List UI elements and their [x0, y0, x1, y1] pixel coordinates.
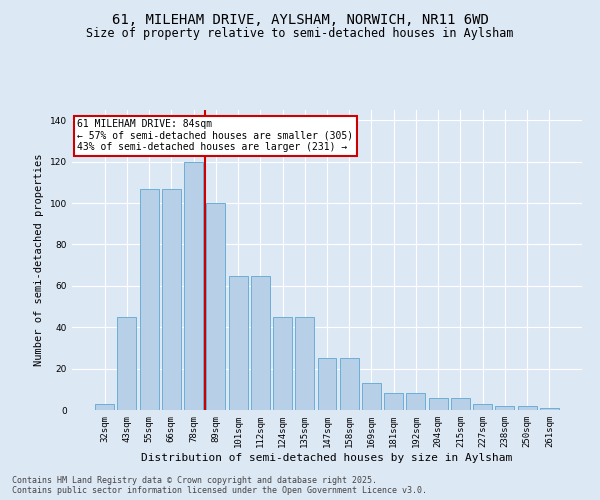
Bar — [162, 188, 181, 410]
X-axis label: Distribution of semi-detached houses by size in Aylsham: Distribution of semi-detached houses by … — [142, 452, 512, 462]
Bar — [384, 394, 403, 410]
Bar — [496, 406, 514, 410]
Bar — [340, 358, 359, 410]
Y-axis label: Number of semi-detached properties: Number of semi-detached properties — [34, 154, 44, 366]
Bar — [473, 404, 492, 410]
Text: Contains HM Land Registry data © Crown copyright and database right 2025.
Contai: Contains HM Land Registry data © Crown c… — [12, 476, 427, 495]
Text: 61, MILEHAM DRIVE, AYLSHAM, NORWICH, NR11 6WD: 61, MILEHAM DRIVE, AYLSHAM, NORWICH, NR1… — [112, 12, 488, 26]
Bar — [273, 317, 292, 410]
Bar — [184, 162, 203, 410]
Text: Size of property relative to semi-detached houses in Aylsham: Size of property relative to semi-detach… — [86, 28, 514, 40]
Bar — [451, 398, 470, 410]
Bar — [317, 358, 337, 410]
Text: 61 MILEHAM DRIVE: 84sqm
← 57% of semi-detached houses are smaller (305)
43% of s: 61 MILEHAM DRIVE: 84sqm ← 57% of semi-de… — [77, 119, 353, 152]
Bar — [540, 408, 559, 410]
Bar — [95, 404, 114, 410]
Bar — [295, 317, 314, 410]
Bar — [518, 406, 536, 410]
Bar — [406, 394, 425, 410]
Bar — [251, 276, 270, 410]
Bar — [362, 383, 381, 410]
Bar — [206, 203, 225, 410]
Bar — [229, 276, 248, 410]
Bar — [429, 398, 448, 410]
Bar — [118, 317, 136, 410]
Bar — [140, 188, 158, 410]
